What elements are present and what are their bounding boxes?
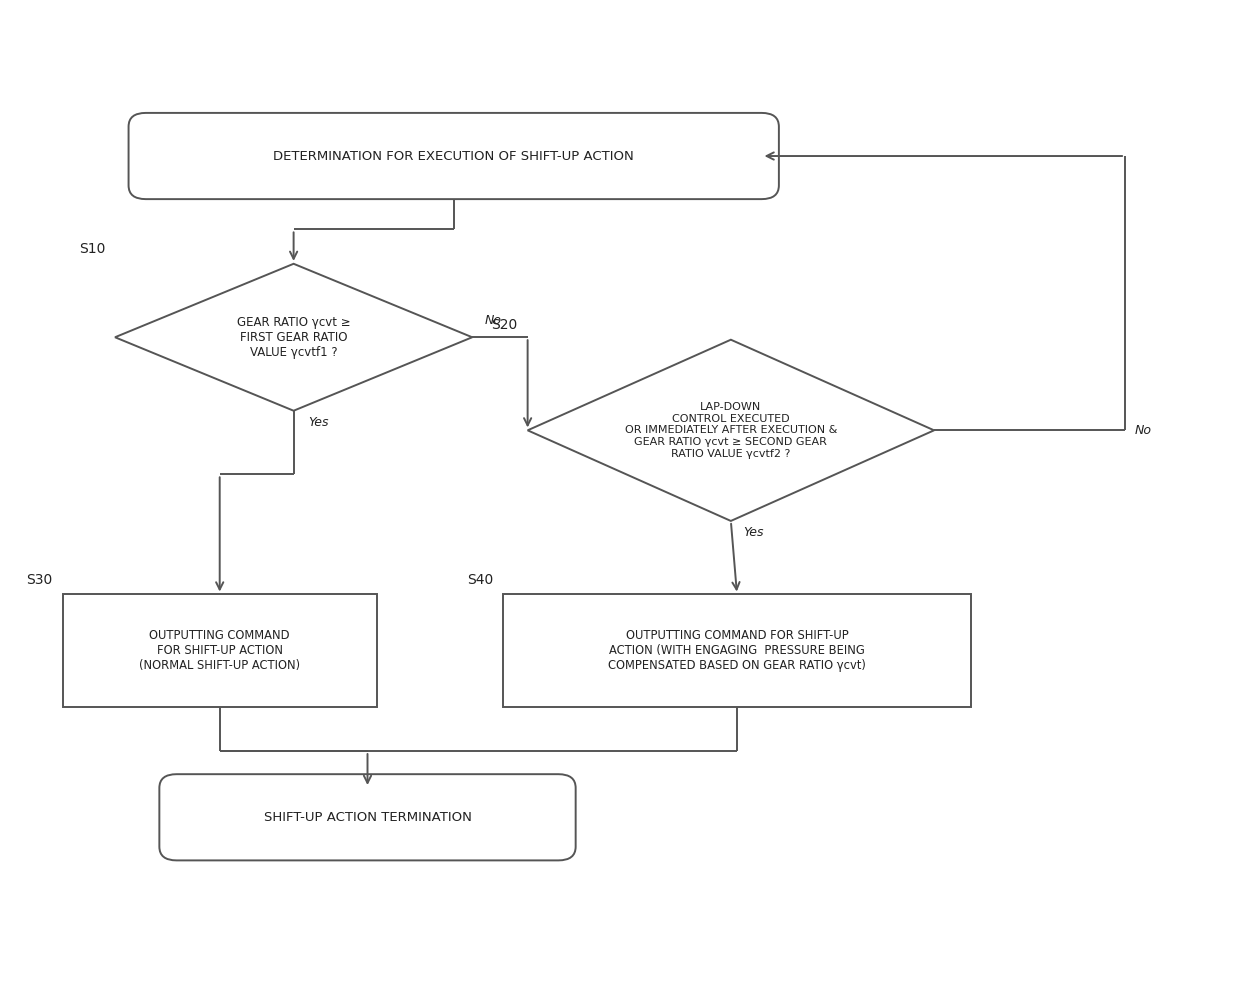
Text: S10: S10 bbox=[79, 242, 105, 256]
Text: Yes: Yes bbox=[309, 416, 329, 429]
FancyBboxPatch shape bbox=[129, 113, 779, 200]
Text: GEAR RATIO γcvt ≥
FIRST GEAR RATIO
VALUE γcvtf1 ?: GEAR RATIO γcvt ≥ FIRST GEAR RATIO VALUE… bbox=[237, 316, 351, 359]
Text: LAP-DOWN
CONTROL EXECUTED
OR IMMEDIATELY AFTER EXECUTION &
GEAR RATIO γcvt ≥ SEC: LAP-DOWN CONTROL EXECUTED OR IMMEDIATELY… bbox=[625, 402, 837, 458]
Text: OUTPUTTING COMMAND FOR SHIFT-UP
ACTION (WITH ENGAGING  PRESSURE BEING
COMPENSATE: OUTPUTTING COMMAND FOR SHIFT-UP ACTION (… bbox=[608, 629, 866, 672]
Text: Yes: Yes bbox=[743, 526, 764, 538]
Text: DETERMINATION FOR EXECUTION OF SHIFT-UP ACTION: DETERMINATION FOR EXECUTION OF SHIFT-UP … bbox=[273, 149, 634, 162]
Text: S40: S40 bbox=[467, 573, 494, 587]
Polygon shape bbox=[115, 264, 472, 411]
FancyBboxPatch shape bbox=[160, 775, 575, 861]
Bar bbox=[503, 595, 971, 707]
Text: OUTPUTTING COMMAND
FOR SHIFT-UP ACTION
(NORMAL SHIFT-UP ACTION): OUTPUTTING COMMAND FOR SHIFT-UP ACTION (… bbox=[139, 629, 300, 672]
Polygon shape bbox=[528, 340, 934, 521]
Text: No: No bbox=[485, 314, 501, 327]
Text: No: No bbox=[1135, 424, 1152, 437]
Bar bbox=[63, 595, 377, 707]
Text: S20: S20 bbox=[491, 318, 518, 332]
Text: SHIFT-UP ACTION TERMINATION: SHIFT-UP ACTION TERMINATION bbox=[264, 811, 471, 824]
Text: S30: S30 bbox=[26, 573, 53, 587]
